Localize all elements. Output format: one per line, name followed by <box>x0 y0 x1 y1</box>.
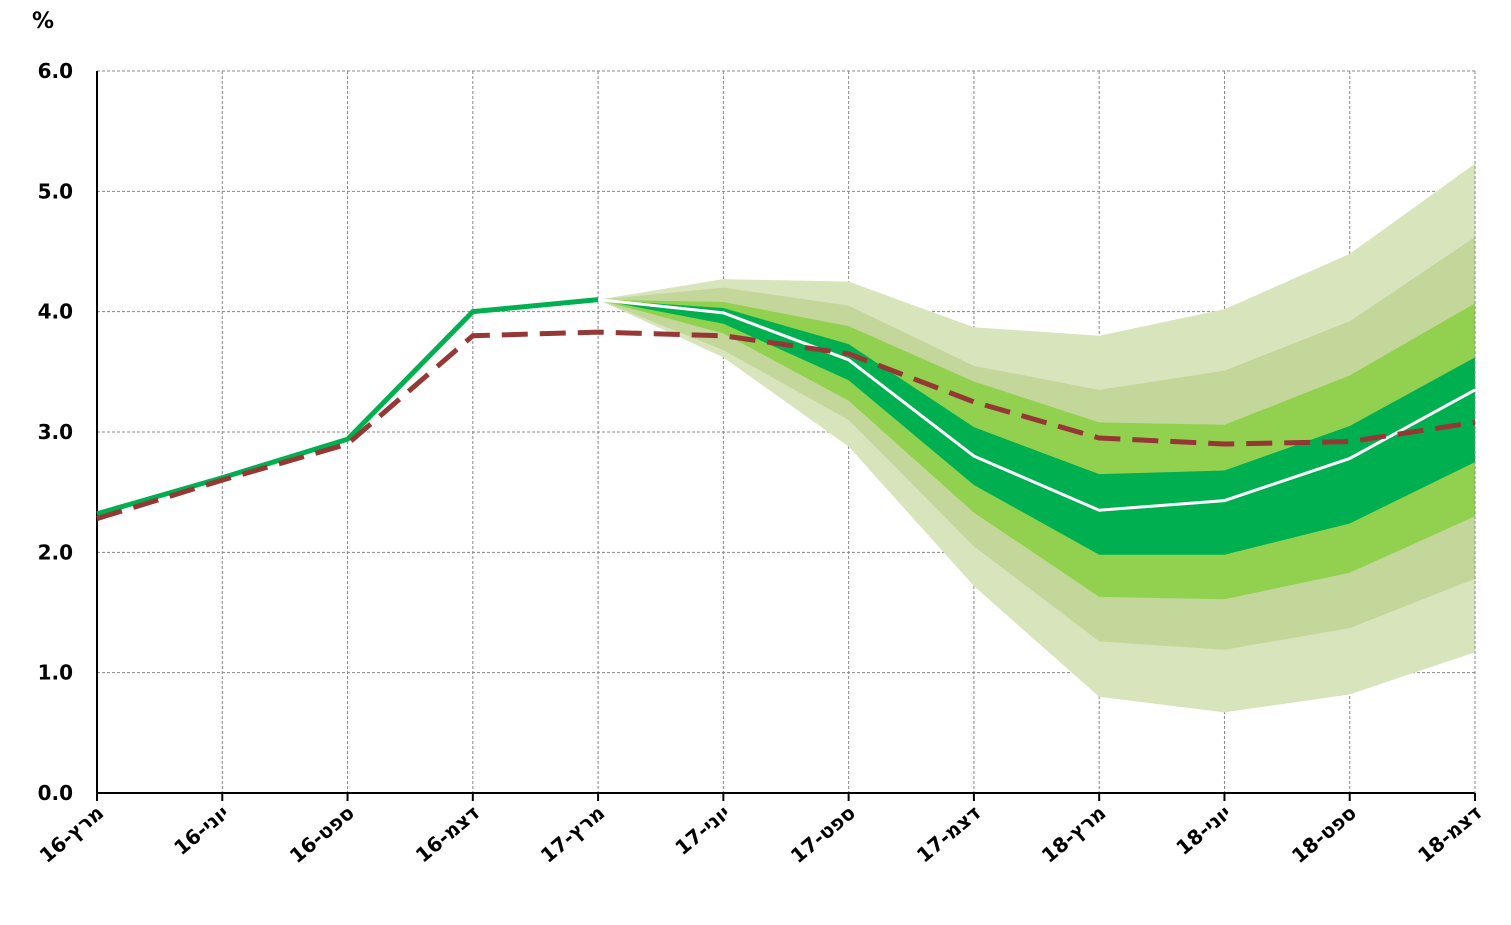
x-tick-label: דצמ-17 <box>912 800 985 867</box>
y-axis-label: % <box>32 9 54 34</box>
x-tick-label: יוני-18 <box>1171 800 1235 859</box>
x-tick-label: ספט-16 <box>285 800 359 868</box>
line-series <box>96 297 599 517</box>
y-tick-label: 2.0 <box>38 540 73 564</box>
x-tick-label: יוני-16 <box>169 800 233 859</box>
line-series <box>597 298 1476 512</box>
y-tick-label: 6.0 <box>38 59 73 83</box>
y-tick-label: 4.0 <box>38 300 73 324</box>
x-tick-label: ספט-18 <box>1287 800 1361 868</box>
x-tick-label: מרץ-16 <box>35 800 109 867</box>
y-tick-label: 1.0 <box>38 661 73 685</box>
y-tick-label: 0.0 <box>38 781 73 805</box>
x-tick-label: מרץ-17 <box>536 800 610 867</box>
x-tick-label: מרץ-18 <box>1037 800 1111 867</box>
x-tick-label: ספט-17 <box>786 800 860 868</box>
x-tick-label: דצמ-16 <box>411 800 484 867</box>
x-tick-label: דצמ-18 <box>1413 800 1486 867</box>
x-tick-label: יוני-17 <box>670 800 734 859</box>
y-tick-label: 5.0 <box>38 179 73 203</box>
line-series <box>96 329 1476 522</box>
y-tick-label: 3.0 <box>38 420 73 444</box>
